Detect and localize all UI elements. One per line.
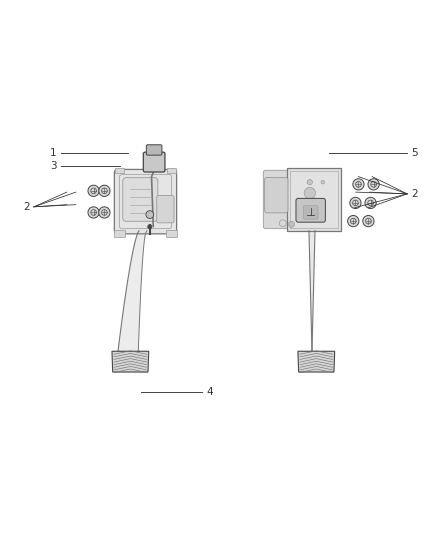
Circle shape xyxy=(88,185,99,197)
FancyBboxPatch shape xyxy=(123,177,158,221)
Circle shape xyxy=(88,207,99,218)
FancyBboxPatch shape xyxy=(146,145,162,155)
Circle shape xyxy=(363,215,374,227)
Text: 5: 5 xyxy=(411,148,418,158)
FancyBboxPatch shape xyxy=(143,152,165,172)
Bar xyxy=(114,230,125,237)
Circle shape xyxy=(350,197,361,208)
Circle shape xyxy=(353,179,364,190)
Circle shape xyxy=(288,221,294,228)
Bar xyxy=(287,168,341,231)
Circle shape xyxy=(99,185,110,197)
FancyBboxPatch shape xyxy=(263,170,289,229)
Circle shape xyxy=(307,180,312,185)
Circle shape xyxy=(365,197,376,208)
Polygon shape xyxy=(298,351,335,372)
Circle shape xyxy=(368,179,379,190)
FancyBboxPatch shape xyxy=(114,169,177,234)
Circle shape xyxy=(99,207,110,218)
FancyBboxPatch shape xyxy=(304,206,318,219)
FancyBboxPatch shape xyxy=(157,196,174,223)
FancyBboxPatch shape xyxy=(296,198,325,222)
Bar xyxy=(166,230,177,237)
FancyBboxPatch shape xyxy=(265,177,288,213)
Text: 3: 3 xyxy=(50,161,57,171)
Circle shape xyxy=(321,181,325,184)
Text: 2: 2 xyxy=(411,189,418,199)
Polygon shape xyxy=(112,351,149,372)
Text: 2: 2 xyxy=(23,202,30,212)
Circle shape xyxy=(304,188,315,199)
Bar xyxy=(290,171,338,228)
Circle shape xyxy=(146,211,154,219)
Text: 4: 4 xyxy=(206,387,213,397)
Text: 1: 1 xyxy=(50,148,57,158)
Circle shape xyxy=(148,224,152,229)
Bar xyxy=(167,168,176,173)
Circle shape xyxy=(348,215,359,227)
Bar xyxy=(115,168,124,173)
